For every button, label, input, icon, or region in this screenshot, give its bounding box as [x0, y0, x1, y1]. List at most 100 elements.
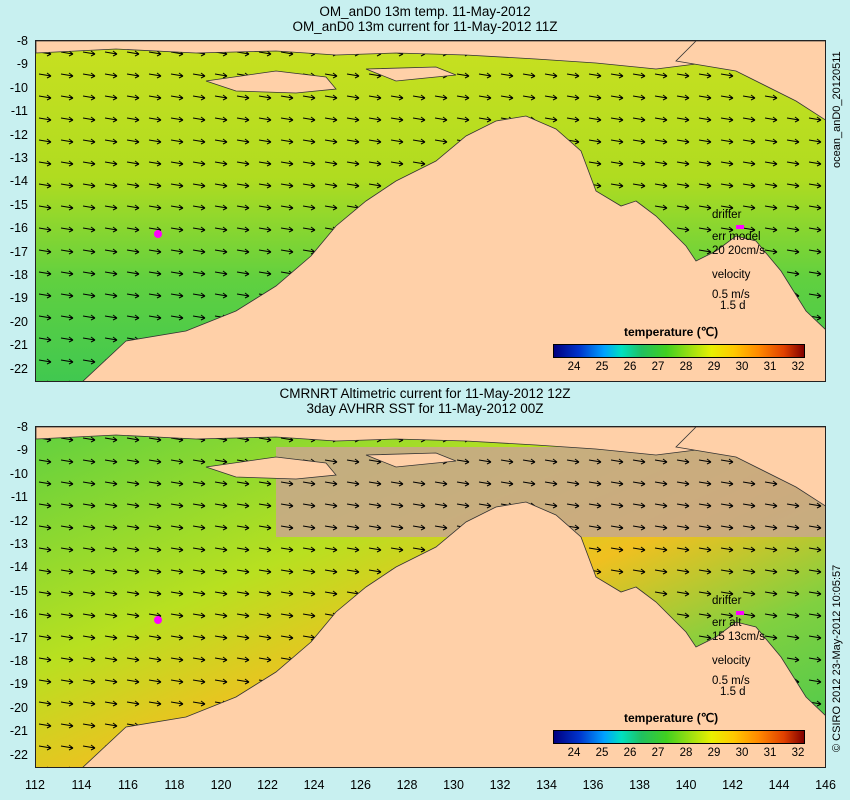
sumba-island: [205, 456, 337, 480]
lon-tick: 120: [210, 778, 232, 792]
legend-velocity-value: 0.5 m/s: [712, 289, 750, 301]
lon-tick: 144: [768, 778, 790, 792]
lon-tick: 134: [536, 778, 557, 792]
cb-tick: 31: [763, 747, 777, 759]
lat-tick: -20: [9, 700, 28, 715]
top-colorbar-label: temperature (℃): [624, 325, 719, 339]
cb-tick: 24: [567, 361, 581, 373]
bottom-map-panel: drifter err alt 15 13cm/s velocity 0.5 m…: [35, 426, 826, 768]
legend-err-value: 20 20cm/s: [712, 245, 766, 257]
lat-tick: -13: [9, 151, 28, 165]
timor-island: [365, 66, 457, 82]
cb-tick: 25: [595, 361, 609, 373]
lon-tick: 118: [164, 778, 185, 792]
lat-tick: -18: [9, 268, 28, 282]
new-guinea-landmass: [675, 427, 825, 507]
top-title-2: OM_anD0 13m current for 11-May-2012 11Z: [292, 19, 558, 34]
australia-landmass: [82, 115, 825, 381]
lon-tick: 132: [489, 778, 511, 792]
lat-tick: -10: [9, 466, 28, 481]
australia-landmass: [82, 501, 825, 767]
lat-tick: -20: [9, 314, 28, 329]
legend-err-value: 15 13cm/s: [712, 631, 766, 643]
lat-tick: -21: [9, 724, 28, 739]
lat-tick: -14: [9, 174, 28, 189]
sumba-island: [205, 70, 337, 94]
cb-tick: 29: [707, 361, 721, 373]
lat-tick: -8: [16, 34, 28, 48]
lat-tick: -22: [9, 361, 28, 376]
cb-tick: 30: [735, 361, 749, 373]
lon-tick: 114: [71, 778, 92, 792]
lat-tick: -22: [9, 747, 28, 762]
legend-velocity-days: 1.5 d: [720, 300, 746, 312]
lon-tick: 112: [25, 778, 45, 792]
cb-tick: 29: [707, 747, 721, 759]
lon-tick: 146: [815, 778, 836, 792]
top-title-1: OM_anD0 13m temp. 11-May-2012: [319, 4, 531, 19]
bottom-side-label: © CSIRO 2012 23-May-2012 10:05:57: [831, 564, 843, 752]
cb-tick: 31: [763, 361, 777, 373]
legend-err: err model: [712, 231, 761, 243]
top-colorbar: [553, 344, 805, 358]
legend-velocity: velocity: [712, 655, 751, 667]
lon-tick: 130: [443, 778, 464, 792]
cb-tick: 32: [791, 747, 805, 759]
bottom-map-svg: [36, 427, 825, 767]
lat-tick: -12: [9, 127, 28, 142]
lat-tick: -10: [9, 80, 28, 95]
cb-tick: 27: [651, 361, 665, 373]
cb-tick: 30: [735, 747, 749, 759]
lat-tick: -15: [9, 583, 28, 598]
lat-tick: -16: [9, 221, 28, 236]
lon-tick: 116: [118, 778, 138, 792]
lat-tick: -11: [10, 490, 28, 505]
top-side-label: ocean_anD0_20120511: [831, 51, 843, 168]
lat-tick: -13: [9, 537, 28, 551]
new-guinea-landmass: [675, 41, 825, 121]
lat-tick: -8: [16, 420, 28, 434]
lon-tick: 142: [722, 778, 743, 792]
lat-tick: -19: [9, 291, 28, 306]
bottom-title-2: 3day AVHRR SST for 11-May-2012 00Z: [306, 401, 544, 416]
lat-tick: -16: [9, 607, 28, 622]
legend-velocity-value: 0.5 m/s: [712, 675, 750, 687]
lon-tick: 126: [350, 778, 371, 792]
top-map-svg: [36, 41, 825, 381]
legend-velocity-days: 1.5 d: [720, 686, 746, 698]
lat-tick: -9: [16, 57, 28, 72]
lat-tick: -17: [9, 630, 28, 645]
lat-tick: -21: [9, 338, 28, 353]
drifter-marker: [154, 616, 162, 624]
lon-tick: 138: [629, 778, 650, 792]
cb-tick: 27: [651, 747, 665, 759]
lat-tick: -17: [9, 244, 28, 259]
cb-tick: 28: [679, 747, 693, 759]
legend-drifter: drifter: [712, 595, 742, 607]
legend-drifter-swatch: [736, 225, 744, 229]
lat-tick: -15: [9, 197, 28, 212]
lat-tick: -18: [9, 654, 28, 668]
lon-tick: 124: [303, 778, 325, 792]
lat-tick: -11: [10, 104, 28, 119]
lon-tick: 122: [257, 778, 278, 792]
lat-tick: -9: [16, 443, 28, 458]
legend-err: err alt: [712, 617, 742, 629]
lon-tick: 128: [396, 778, 418, 792]
top-map-panel: drifter err model 20 20cm/s velocity 0.5…: [35, 40, 826, 382]
legend-velocity: velocity: [712, 269, 751, 281]
bottom-title-1: CMRNRT Altimetric current for 11-May-201…: [279, 386, 571, 401]
lat-tick: -14: [9, 560, 28, 575]
lon-tick: 136: [582, 778, 604, 792]
cb-tick: 26: [623, 361, 637, 373]
timor-island: [365, 452, 457, 468]
lon-tick: 140: [675, 778, 697, 792]
bottom-colorbar-label: temperature (℃): [624, 711, 719, 725]
lat-tick: -12: [9, 513, 28, 528]
legend-drifter: drifter: [712, 209, 742, 221]
lat-tick: -19: [9, 677, 28, 692]
cb-tick: 25: [595, 747, 609, 759]
cb-tick: 32: [791, 361, 805, 373]
cb-tick: 26: [623, 747, 637, 759]
cb-tick: 24: [567, 747, 581, 759]
